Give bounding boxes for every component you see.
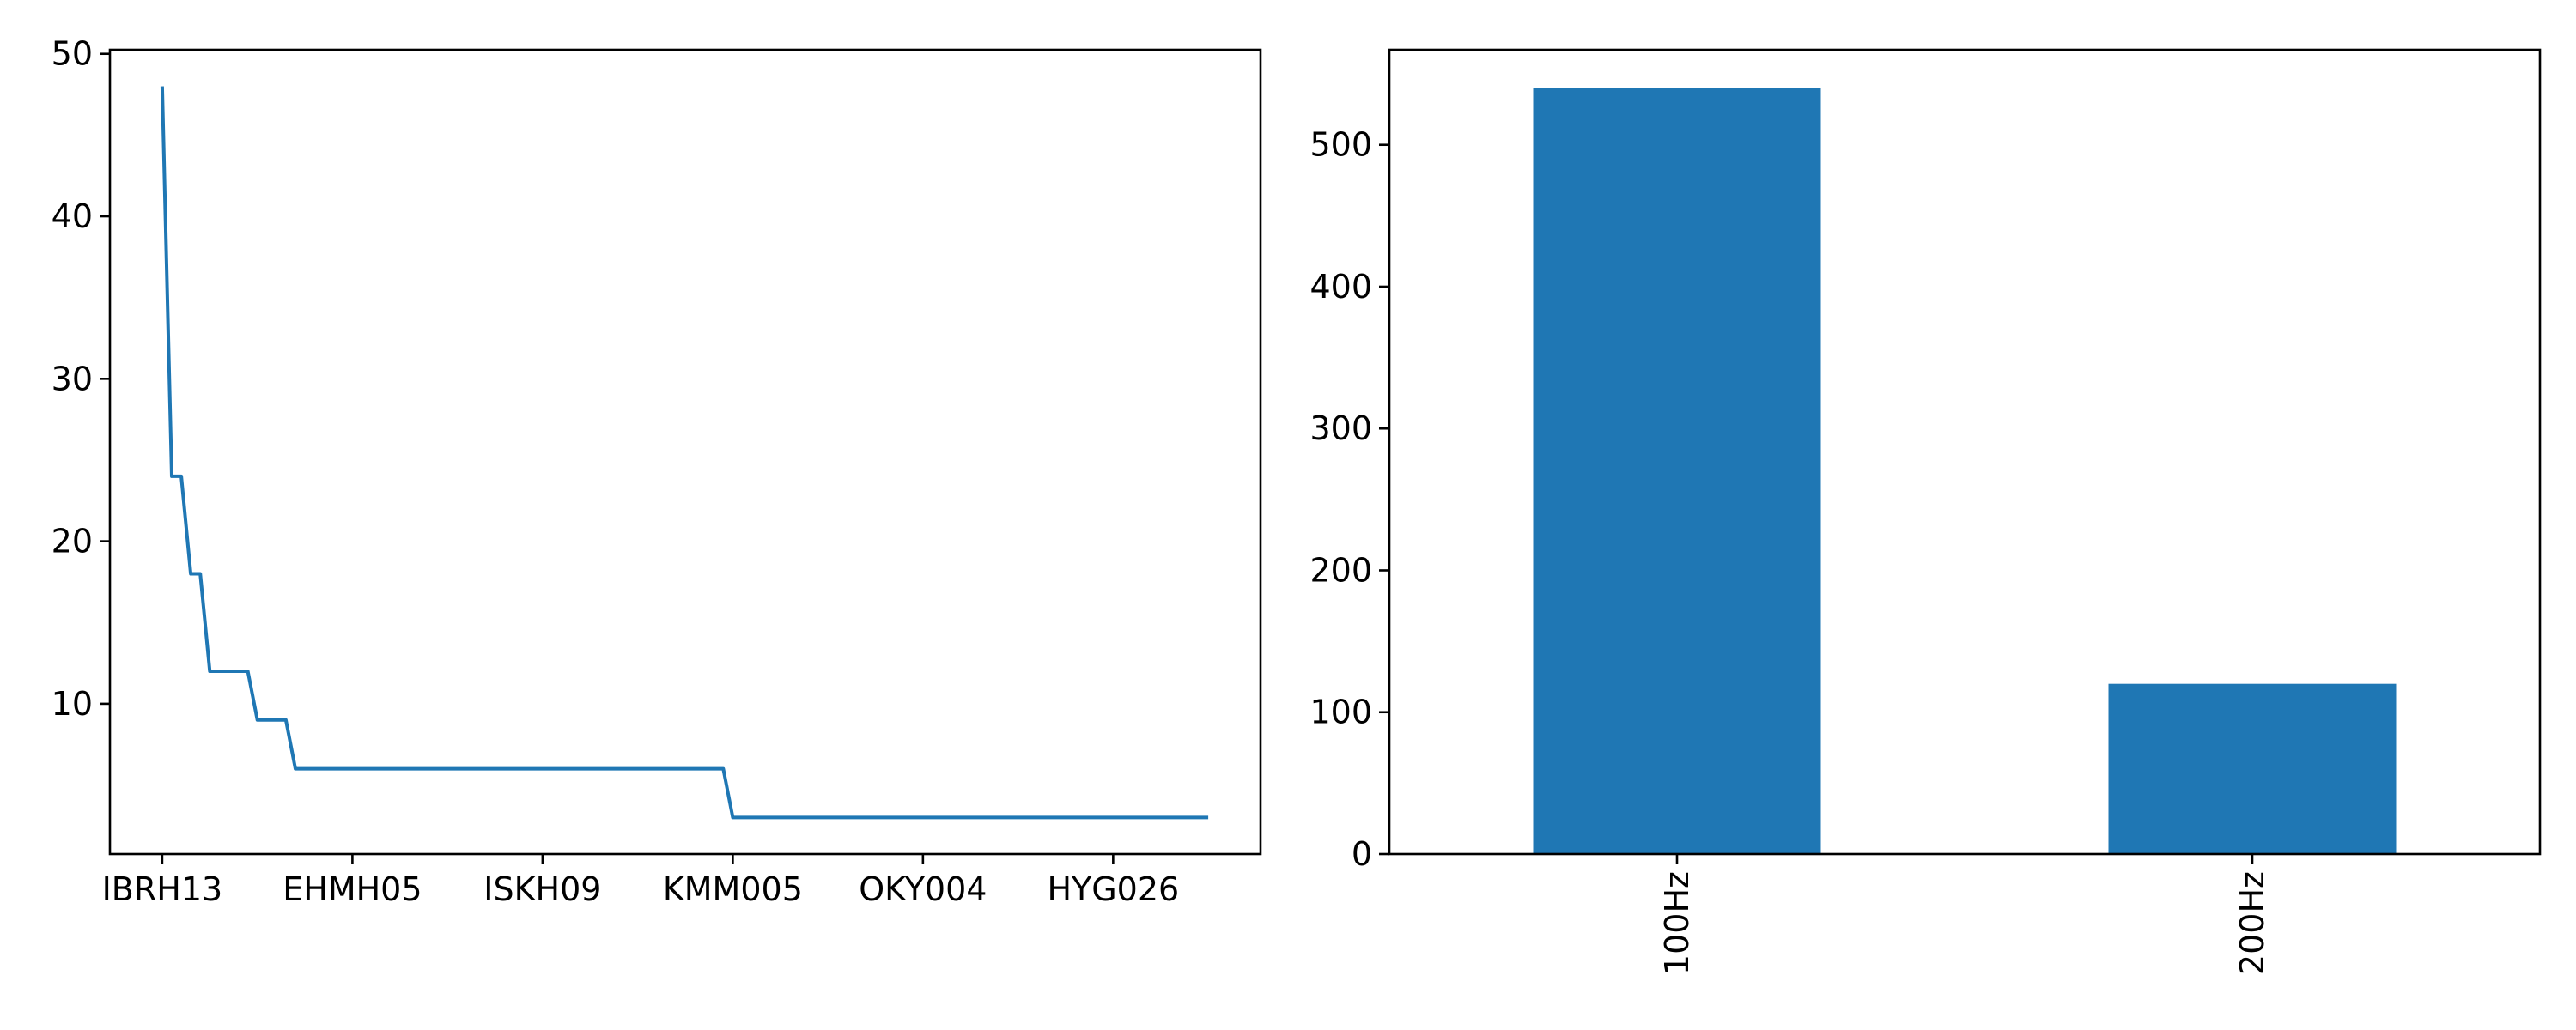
y-tick-label: 300 xyxy=(1309,409,1372,447)
y-tick-label: 0 xyxy=(1352,835,1372,873)
x-tick-label: IBRH13 xyxy=(102,870,223,908)
x-tick-label: EHMH05 xyxy=(283,870,422,908)
x-tick-label: 200Hz xyxy=(2233,871,2271,975)
x-tick-label: HYG026 xyxy=(1047,870,1179,908)
series-line xyxy=(160,86,1209,820)
x-tick-label: 100Hz xyxy=(1658,871,1696,975)
y-tick-label: 40 xyxy=(52,197,93,235)
bar-chart-panel: 0 100 200 300 400 500 100Hz 200Hz xyxy=(1309,48,2542,975)
line-chart-frame xyxy=(108,48,1262,856)
y-tick-label: 50 xyxy=(52,35,93,73)
y-tick-label: 20 xyxy=(52,523,93,560)
x-tick-label: ISKH09 xyxy=(483,870,601,908)
y-tick-label: 30 xyxy=(52,360,93,397)
x-tick-label: KMM005 xyxy=(663,870,803,908)
y-tick-label: 500 xyxy=(1309,126,1372,164)
bar xyxy=(1533,88,1821,855)
bar-chart-frame xyxy=(1388,48,2542,856)
y-tick-label: 400 xyxy=(1309,268,1372,306)
bar xyxy=(2108,683,2397,854)
y-tick-label: 10 xyxy=(52,685,93,723)
line-chart-panel: 10 20 30 40 50 IBRH13 EHMH05 ISKH09 KMM005 OKY004… xyxy=(52,35,1262,908)
y-tick-label: 100 xyxy=(1309,694,1372,731)
y-tick-label: 200 xyxy=(1309,551,1372,589)
x-tick-label: OKY004 xyxy=(859,870,987,908)
